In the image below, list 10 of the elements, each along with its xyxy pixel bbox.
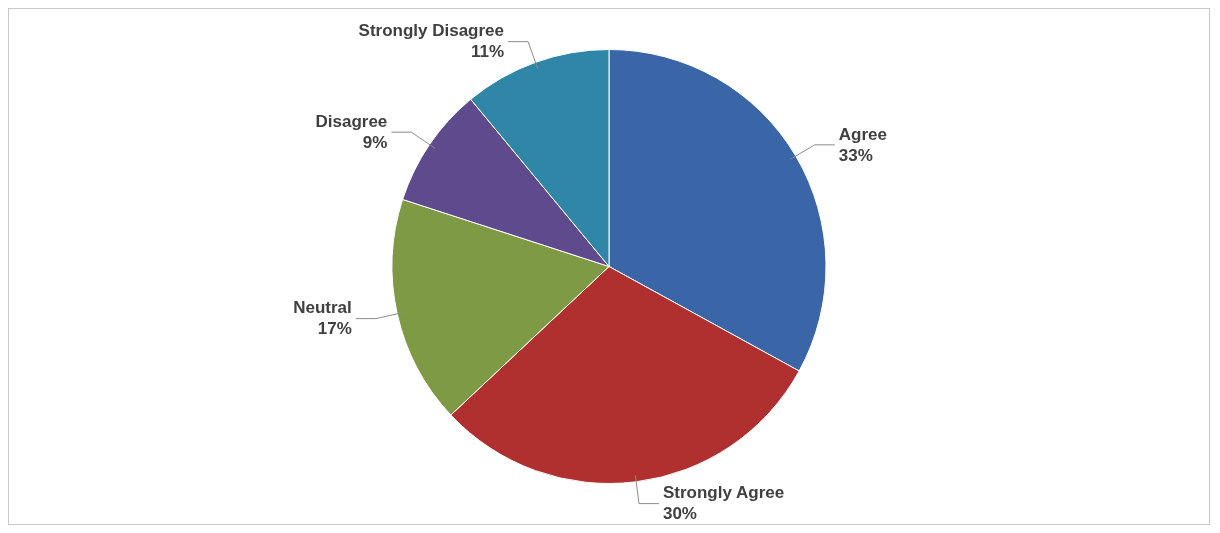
slice-label: Disagree — [315, 111, 388, 131]
data-label: 9% — [362, 132, 388, 152]
data-label: 33% — [838, 145, 873, 165]
data-label: 11% — [470, 42, 505, 62]
data-label: 30% — [662, 504, 697, 524]
slice-label: Strongly Disagree — [358, 21, 505, 41]
slice-label: Neutral — [293, 298, 352, 318]
slice-label: Strongly Agree — [662, 483, 785, 503]
slice-label: Agree — [838, 124, 887, 144]
data-label: 17% — [317, 319, 352, 339]
